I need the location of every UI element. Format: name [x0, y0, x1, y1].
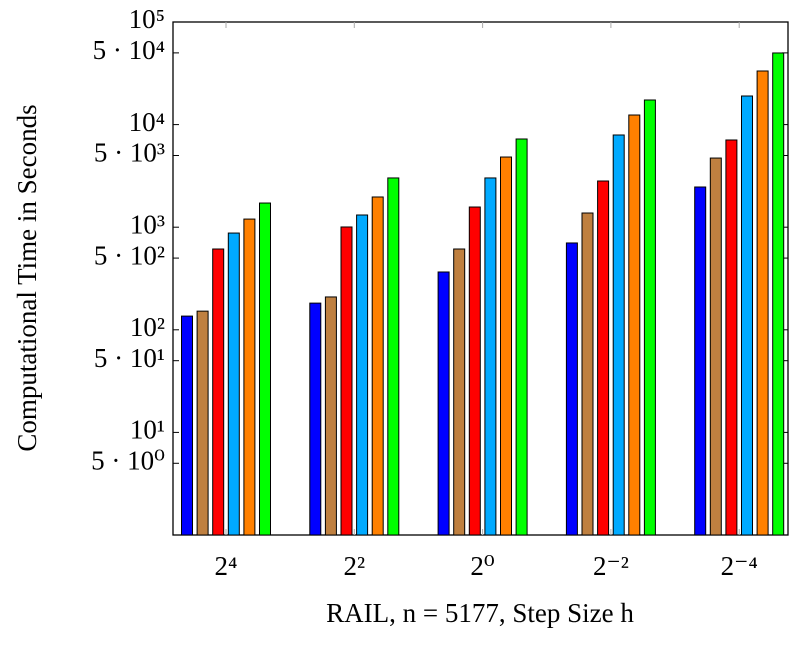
- bar: [612, 134, 625, 536]
- y-tick-label: 10³: [130, 209, 165, 239]
- y-tick-label: 10²: [130, 312, 165, 342]
- y-tick-label: 5 · 10⁰: [91, 445, 165, 475]
- x-tick-label: 2²: [343, 551, 365, 581]
- y-tick-label: 10⁴: [129, 107, 165, 137]
- bar: [371, 196, 384, 536]
- y-tick-label: 5 · 10²: [94, 240, 165, 270]
- bar: [694, 186, 707, 536]
- bar: [356, 214, 369, 536]
- bar: [709, 157, 722, 536]
- x-tick-label: 2⁻²: [593, 551, 629, 581]
- x-axis-label: RAIL, n = 5177, Step Size h: [326, 598, 634, 628]
- bar: [628, 114, 641, 536]
- bar: [643, 99, 656, 536]
- bar: [468, 206, 481, 536]
- x-tick-label: 2⁴: [215, 551, 238, 581]
- bar: [772, 52, 785, 536]
- bar: [324, 296, 337, 536]
- y-tick-label: 10⁵: [129, 4, 165, 34]
- y-tick-label: 10¹: [130, 415, 165, 445]
- bar: [259, 202, 271, 536]
- bar: [181, 315, 193, 536]
- bar: [340, 226, 353, 536]
- bar: [387, 177, 400, 536]
- y-tick-label: 5 · 10³: [94, 138, 165, 168]
- bar: [597, 180, 610, 536]
- bar: [484, 177, 497, 536]
- y-tick-label: 5 · 10⁴: [93, 35, 165, 65]
- bar: [515, 138, 528, 536]
- bar: [243, 218, 256, 536]
- bar: [725, 139, 738, 536]
- y-tick-label: 5 · 10¹: [94, 343, 165, 373]
- bar: [756, 70, 769, 536]
- bar: [453, 248, 466, 536]
- x-tick-label: 2⁻⁴: [721, 551, 758, 581]
- bar: [565, 242, 578, 536]
- bar: [212, 248, 225, 536]
- bar: [581, 212, 594, 536]
- x-tick-label: 2⁰: [470, 551, 495, 581]
- bar: [309, 302, 322, 536]
- bar: [196, 310, 209, 536]
- y-axis-label: Computational Time in Seconds: [12, 104, 42, 451]
- bar: [437, 271, 450, 536]
- bar: [741, 95, 753, 536]
- bar: [227, 232, 240, 536]
- bar: [500, 156, 512, 536]
